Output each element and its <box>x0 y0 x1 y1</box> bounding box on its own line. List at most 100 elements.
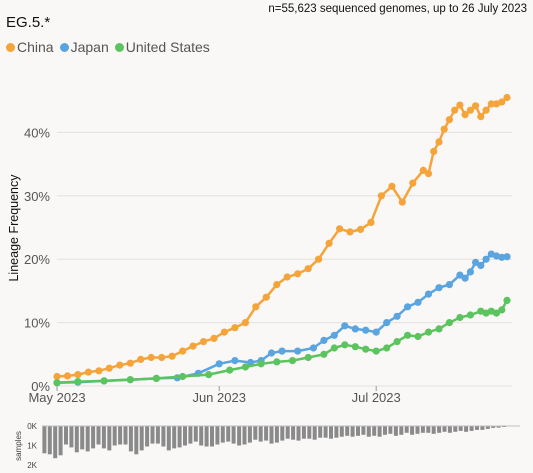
data-point-japan[interactable] <box>309 344 317 352</box>
data-point-japan[interactable] <box>404 303 412 311</box>
data-point-china[interactable] <box>451 106 459 114</box>
data-point-japan[interactable] <box>498 253 506 261</box>
legend-item-china[interactable]: China <box>6 39 54 55</box>
data-point-china[interactable] <box>137 355 145 363</box>
data-point-united-states[interactable] <box>257 360 265 368</box>
data-point-china[interactable] <box>105 364 113 372</box>
data-point-united-states[interactable] <box>152 374 160 382</box>
data-point-united-states[interactable] <box>498 306 506 314</box>
data-point-china[interactable] <box>466 106 474 114</box>
data-point-japan[interactable] <box>435 284 443 292</box>
data-point-japan[interactable] <box>482 255 490 263</box>
data-point-japan[interactable] <box>362 326 370 334</box>
data-point-united-states[interactable] <box>404 331 412 339</box>
data-point-united-states[interactable] <box>226 366 234 374</box>
data-point-japan[interactable] <box>294 347 302 355</box>
data-point-china[interactable] <box>409 179 417 187</box>
data-point-japan[interactable] <box>393 312 401 320</box>
data-point-china[interactable] <box>315 255 323 263</box>
data-point-china[interactable] <box>63 372 72 380</box>
data-point-china[interactable] <box>283 273 291 281</box>
data-point-united-states[interactable] <box>383 344 391 352</box>
data-point-china[interactable] <box>487 100 495 108</box>
data-point-united-states[interactable] <box>424 328 433 336</box>
data-point-china[interactable] <box>377 192 385 200</box>
data-point-china[interactable] <box>116 361 124 369</box>
data-point-china[interactable] <box>336 225 344 233</box>
data-point-united-states[interactable] <box>492 309 501 317</box>
data-point-china[interactable] <box>398 198 406 206</box>
data-point-china[interactable] <box>199 338 208 346</box>
data-point-japan[interactable] <box>231 357 239 365</box>
legend-item-japan[interactable]: Japan <box>59 39 109 55</box>
data-point-china[interactable] <box>189 342 197 350</box>
data-point-china[interactable] <box>445 116 453 124</box>
data-point-japan[interactable] <box>383 319 391 327</box>
data-point-china[interactable] <box>210 334 218 342</box>
data-point-china[interactable] <box>179 347 187 355</box>
data-point-china[interactable] <box>273 281 281 289</box>
data-point-japan[interactable] <box>466 268 474 276</box>
data-point-united-states[interactable] <box>393 338 401 346</box>
data-point-japan[interactable] <box>414 298 422 306</box>
data-point-china[interactable] <box>158 353 166 362</box>
data-point-japan[interactable] <box>215 360 223 368</box>
data-point-united-states[interactable] <box>273 358 281 366</box>
data-point-china[interactable] <box>430 147 438 155</box>
data-point-japan[interactable] <box>503 253 511 261</box>
data-point-united-states[interactable] <box>100 377 108 385</box>
data-point-china[interactable] <box>325 239 333 247</box>
data-point-china[interactable] <box>126 359 134 367</box>
data-point-china[interactable] <box>53 372 61 381</box>
data-point-united-states[interactable] <box>205 371 213 379</box>
data-point-china[interactable] <box>419 166 427 174</box>
data-point-china[interactable] <box>440 125 448 133</box>
data-point-china[interactable] <box>220 328 228 336</box>
data-point-china[interactable] <box>84 368 92 376</box>
data-point-united-states[interactable] <box>362 345 370 353</box>
data-point-united-states[interactable] <box>414 332 422 341</box>
data-point-japan[interactable] <box>477 261 485 270</box>
data-point-china[interactable] <box>456 101 464 109</box>
data-point-japan[interactable] <box>341 322 349 330</box>
data-point-japan[interactable] <box>351 325 359 333</box>
data-point-united-states[interactable] <box>320 350 328 358</box>
data-point-china[interactable] <box>472 102 480 110</box>
data-point-united-states[interactable] <box>330 344 338 352</box>
data-point-china[interactable] <box>424 170 433 178</box>
data-point-united-states[interactable] <box>445 319 453 327</box>
data-point-united-states[interactable] <box>435 325 443 333</box>
data-point-china[interactable] <box>168 352 176 360</box>
data-point-united-states[interactable] <box>304 353 312 362</box>
data-point-japan[interactable] <box>330 331 338 339</box>
data-point-japan[interactable] <box>445 281 453 289</box>
data-point-united-states[interactable] <box>466 311 474 319</box>
data-point-japan[interactable] <box>372 328 380 336</box>
data-point-china[interactable] <box>482 106 490 114</box>
data-point-japan[interactable] <box>424 290 433 298</box>
data-point-china[interactable] <box>503 93 511 102</box>
data-point-china[interactable] <box>367 218 375 226</box>
data-point-united-states[interactable] <box>456 313 464 322</box>
data-point-china[interactable] <box>262 293 270 301</box>
data-point-china[interactable] <box>435 138 443 146</box>
data-point-china[interactable] <box>147 353 155 362</box>
data-point-china[interactable] <box>346 228 354 236</box>
data-point-united-states[interactable] <box>341 341 349 349</box>
data-point-china[interactable] <box>388 182 396 190</box>
data-point-united-states[interactable] <box>288 357 297 365</box>
data-point-japan[interactable] <box>278 347 286 355</box>
data-point-china[interactable] <box>252 303 260 311</box>
data-point-japan[interactable] <box>472 258 480 266</box>
data-point-china[interactable] <box>304 265 312 273</box>
data-point-china[interactable] <box>74 371 82 379</box>
data-point-united-states[interactable] <box>351 343 359 351</box>
data-point-china[interactable] <box>498 98 506 106</box>
data-point-united-states[interactable] <box>179 372 187 381</box>
data-point-united-states[interactable] <box>372 347 380 355</box>
legend-item-united-states[interactable]: United States <box>114 39 210 55</box>
data-point-united-states[interactable] <box>503 296 511 304</box>
data-point-china[interactable] <box>231 324 239 332</box>
data-point-china[interactable] <box>241 319 249 327</box>
data-point-united-states[interactable] <box>53 379 61 387</box>
